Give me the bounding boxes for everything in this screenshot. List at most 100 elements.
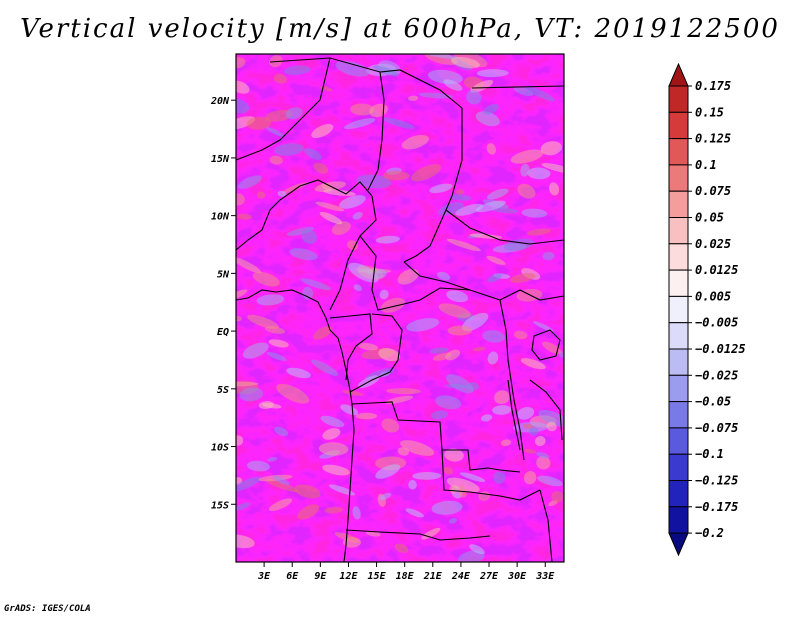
downward-velocity-patch: [352, 506, 361, 520]
upward-velocity-patch: [313, 162, 329, 174]
upward-velocity-patch: [323, 189, 356, 196]
downward-velocity-patch: [242, 342, 269, 359]
upward-velocity-patch: [524, 448, 537, 454]
downward-velocity-patch: [246, 460, 270, 472]
upward-velocity-patch: [551, 490, 564, 503]
colorbar-label: −0.025: [695, 368, 738, 382]
downward-velocity-patch: [443, 79, 463, 91]
upward-velocity-patch: [397, 447, 409, 456]
colorbar: 0.175 0.15 0.125 0.1 0.075 0.05 0.025 0.0125 0.0…: [668, 62, 746, 557]
border-algeria-niger: [269, 57, 463, 109]
upward-velocity-patch: [494, 390, 510, 405]
colorbar-label: −0.2: [695, 526, 724, 540]
downward-velocity-patch: [437, 271, 451, 281]
downward-velocity-patch: [475, 111, 500, 127]
lon-tick-label: 21E: [423, 571, 443, 582]
downward-velocity-patch: [274, 143, 304, 156]
lon-tick-label: 27E: [479, 571, 499, 582]
downward-velocity-patch: [528, 426, 539, 436]
upward-velocity-patch: [523, 471, 537, 485]
upward-velocity-patch: [486, 143, 497, 155]
lat-tick-label: 5N: [217, 269, 230, 280]
colorbar-segment: [668, 401, 689, 429]
upward-velocity-patch: [447, 325, 473, 336]
downward-velocity-patch: [542, 251, 555, 261]
downward-velocity-patch: [301, 229, 318, 244]
downward-velocity-patch: [274, 426, 289, 437]
downward-velocity-patch: [431, 410, 448, 420]
downward-velocity-patch: [353, 284, 363, 292]
upward-velocity-patch: [355, 412, 378, 420]
upward-velocity-patch: [319, 211, 343, 225]
downward-velocity-patch: [356, 174, 392, 189]
upward-velocity-patch: [269, 155, 283, 165]
upward-velocity-patch: [264, 326, 286, 334]
upward-velocity-patch: [236, 435, 244, 446]
downward-velocity-patch: [283, 65, 311, 76]
colorbar-label: 0.075: [695, 184, 731, 198]
upward-velocity-patch: [236, 193, 245, 206]
downward-velocity-patch: [476, 69, 509, 78]
upward-velocity-patch: [382, 170, 410, 181]
upward-velocity-patch: [523, 423, 534, 429]
border-west-africa: [236, 185, 301, 251]
downward-velocity-patch: [408, 480, 417, 490]
upward-velocity-patch: [527, 228, 551, 236]
colorbar-label: 0.1: [695, 158, 717, 172]
colorbar-segment: [668, 374, 689, 403]
country-boundaries: [236, 57, 564, 562]
downward-velocity-patch: [256, 294, 285, 306]
upward-velocity-patch: [470, 79, 494, 93]
lat-tick-label: 10N: [211, 212, 230, 223]
downward-velocity-patch: [487, 273, 502, 283]
downward-velocity-patch: [537, 475, 563, 487]
upward-velocity-patch: [324, 506, 344, 514]
downward-velocity-patch: [431, 500, 463, 515]
upward-velocity-patch: [318, 442, 349, 456]
colorbar-segment: [668, 348, 689, 376]
upward-velocity-patch: [236, 80, 250, 94]
downward-velocity-patch: [469, 544, 485, 555]
downward-velocity-patch: [302, 286, 314, 300]
upward-velocity-patch: [381, 418, 400, 433]
colorbar-label: 0.05: [695, 211, 724, 225]
downward-velocity-patch: [266, 351, 287, 361]
upward-velocity-patch: [438, 303, 471, 319]
downward-velocity-patch: [480, 414, 493, 422]
colorbar-label: −0.1: [695, 447, 724, 461]
downward-velocity-patch: [538, 409, 564, 428]
downward-velocity-patch: [375, 235, 400, 244]
upward-velocity-patch: [342, 390, 364, 396]
downward-velocity-patch: [458, 550, 485, 562]
downward-velocity-patch: [492, 405, 512, 415]
downward-velocity-patch: [286, 367, 311, 379]
colorbar-segment: [668, 427, 689, 455]
upward-velocity-patch: [500, 439, 512, 446]
upward-velocity-patch: [276, 383, 310, 404]
downward-velocity-patch: [406, 318, 440, 332]
border-nigeria-cameroon: [329, 195, 377, 311]
downward-velocity-patch: [236, 502, 251, 511]
upward-velocity-patch: [386, 388, 421, 395]
upward-velocity-patch: [268, 339, 289, 348]
downward-velocity-patch: [236, 98, 250, 114]
colorbar-label: 0.0125: [695, 263, 738, 277]
downward-velocity-patch: [267, 457, 278, 462]
upward-velocity-patch: [331, 221, 351, 236]
downward-velocity-patch: [487, 351, 499, 365]
colorbar-top-arrow: [668, 62, 689, 87]
downward-velocity-patch: [459, 472, 486, 482]
upward-velocity-patch: [513, 330, 528, 340]
colorbar-segment: [668, 295, 689, 324]
colorbar-label: 0.025: [695, 237, 731, 251]
upward-velocity-patch: [297, 504, 319, 520]
upward-velocity-patch: [520, 358, 546, 370]
lat-tick-label: 15S: [211, 500, 229, 511]
upward-velocity-patch: [294, 484, 321, 499]
downward-velocity-patch: [328, 484, 356, 496]
upward-velocity-patch: [397, 268, 419, 285]
downward-velocity-patch: [455, 203, 484, 216]
lon-tick-label: 12E: [339, 571, 358, 582]
border-car-sudan: [403, 261, 471, 291]
map-title: Vertical velocity [m/s] at 600hPa, VT: 2…: [20, 14, 780, 44]
